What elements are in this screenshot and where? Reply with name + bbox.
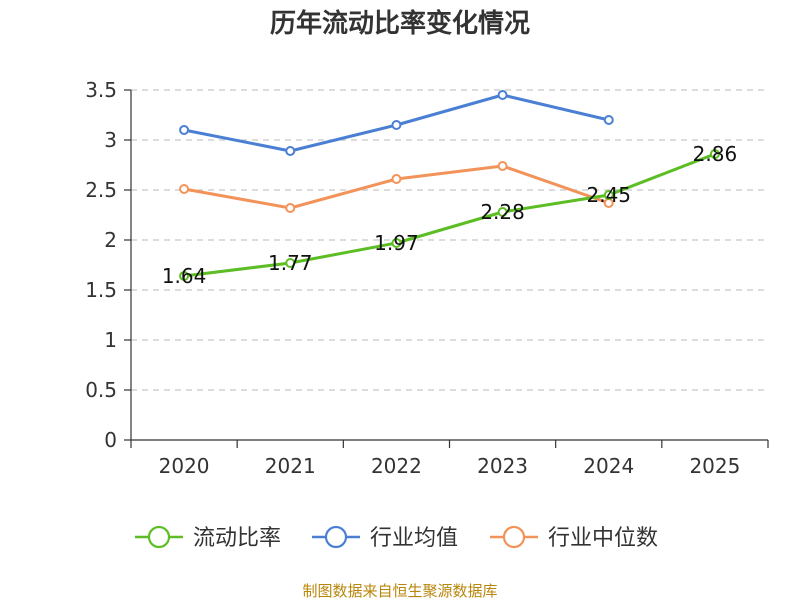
legend-item[interactable]: 流动比率 — [135, 525, 281, 551]
data-point[interactable] — [285, 146, 296, 156]
series-line — [183, 152, 716, 278]
data-point[interactable] — [179, 125, 190, 135]
chart-title: 历年流动比率变化情况 — [270, 8, 530, 39]
y-tick-label: 3 — [104, 128, 117, 152]
data-point[interactable] — [497, 207, 508, 217]
series-2 — [179, 90, 614, 156]
legend-marker-icon — [147, 525, 171, 549]
data-point[interactable] — [179, 271, 190, 281]
axes: 0 0.5 1 1.5 2 2.5 3 3.5 2020 2021 2022 2023 2024 2025 — [85, 78, 769, 478]
y-tick-label: 2.5 — [85, 178, 117, 202]
x-tick-label: 2020 — [159, 454, 210, 478]
data-point[interactable] — [285, 203, 296, 213]
legend-item[interactable]: 行业均值 — [312, 525, 458, 551]
data-point[interactable] — [391, 174, 402, 184]
y-tick-label: 2 — [104, 228, 117, 252]
data-point[interactable] — [391, 120, 402, 130]
data-point[interactable] — [709, 149, 720, 159]
x-tick-label: 2021 — [265, 454, 316, 478]
data-point[interactable] — [497, 161, 508, 171]
y-tick-label: 0.5 — [85, 378, 117, 402]
legend-label: 流动比率 — [193, 526, 281, 551]
legend-label: 行业均值 — [370, 526, 458, 551]
legend-marker-icon — [502, 525, 526, 549]
data-point[interactable] — [603, 115, 614, 125]
data-label: 2.45 — [586, 183, 631, 207]
data-label: 1.64 — [162, 264, 207, 288]
y-tick-label: 3.5 — [85, 78, 117, 102]
legend-marker-icon — [324, 525, 348, 549]
series-1 — [179, 149, 720, 281]
data-point[interactable] — [603, 190, 614, 200]
x-tick-label: 2025 — [689, 454, 740, 478]
data-point[interactable] — [497, 90, 508, 100]
data-label: 2.28 — [480, 200, 525, 224]
y-tick-label: 1.5 — [85, 278, 117, 302]
x-tick-label: 2024 — [583, 454, 634, 478]
y-tick-label: 0 — [104, 428, 117, 452]
data-point[interactable] — [179, 184, 190, 194]
data-label: 1.77 — [268, 251, 313, 275]
data-point[interactable] — [391, 238, 402, 248]
series-layer — [179, 90, 720, 281]
legend-item[interactable]: 行业中位数 — [490, 525, 658, 551]
x-tick-label: 2022 — [371, 454, 422, 478]
grid — [131, 89, 768, 391]
data-label: 2.86 — [693, 142, 738, 166]
series-line — [183, 164, 610, 210]
y-tick-label: 1 — [104, 328, 117, 352]
legend-label: 行业中位数 — [548, 526, 658, 551]
data-labels: 1.64 1.77 1.97 2.28 2.45 2.86 — [162, 142, 737, 288]
data-label: 1.97 — [374, 231, 419, 255]
legend: 流动比率 行业均值 行业中位数 — [135, 525, 658, 551]
source-note: 制图数据来自恒生聚源数据库 — [302, 582, 497, 600]
data-point[interactable] — [285, 258, 296, 268]
x-tick-label: 2023 — [477, 454, 528, 478]
